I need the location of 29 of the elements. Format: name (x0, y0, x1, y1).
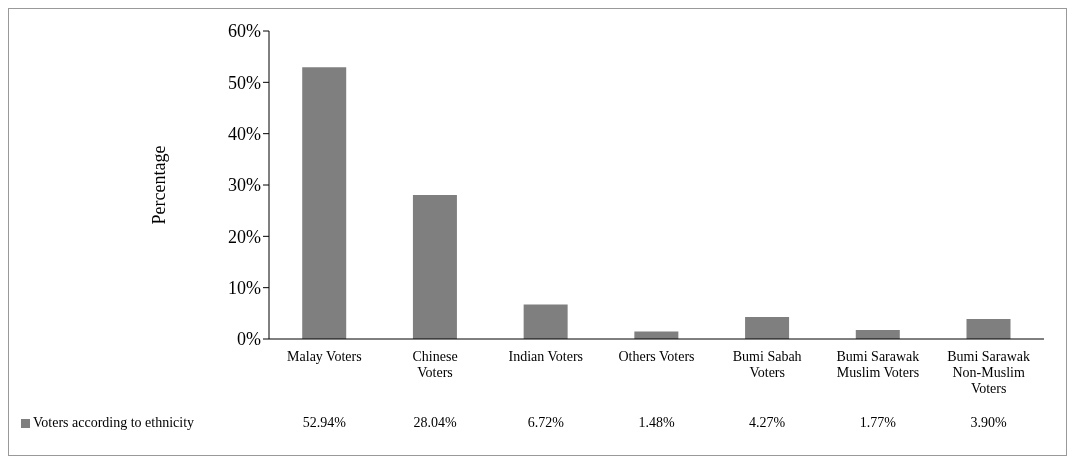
data-label: 1.77% (859, 415, 897, 431)
x-tick-label: Indian Voters (508, 349, 584, 364)
y-axis-title: Percentage (149, 145, 170, 225)
x-tick-label: Others Voters (618, 349, 695, 364)
bar (966, 318, 1011, 339)
y-tick-label: 10% (228, 278, 261, 299)
y-tick-label: 30% (228, 175, 261, 196)
x-tick-label: Chinese Voters (412, 349, 458, 380)
data-label: 6.72% (527, 415, 564, 431)
bar (412, 195, 457, 339)
bar (745, 317, 790, 339)
bar (302, 67, 347, 339)
x-tick-label: Bumi Sarawak Non-Muslim Voters (947, 349, 1031, 396)
legend-label: Voters according to ethnicity (33, 415, 195, 431)
bar (634, 331, 679, 339)
bar (523, 304, 568, 339)
data-label: 52.94% (302, 415, 346, 431)
x-tick-label: Bumi Sabah Voters (732, 349, 802, 380)
y-tick-label: 0% (237, 329, 261, 350)
data-label: 4.27% (749, 415, 786, 431)
y-tick-label: 60% (228, 21, 261, 42)
data-label: 28.04% (413, 415, 457, 431)
x-tick-label: Malay Voters (287, 349, 362, 364)
data-label: 3.90% (970, 415, 1007, 431)
y-tick-label: 20% (228, 226, 261, 247)
data-label: 1.48% (638, 415, 675, 431)
y-tick-label: 50% (228, 72, 261, 93)
y-tick-label: 40% (228, 124, 261, 145)
x-tick-label: Bumi Sarawak Muslim Voters (836, 349, 920, 380)
